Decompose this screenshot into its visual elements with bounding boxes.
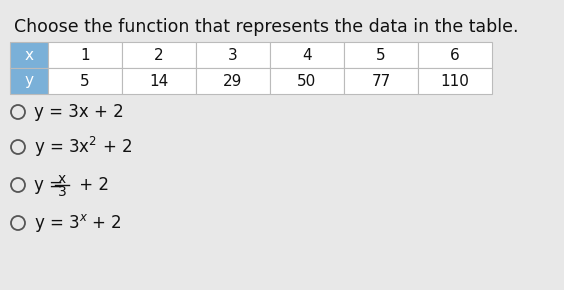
Text: 110: 110 (440, 73, 469, 88)
Text: 50: 50 (297, 73, 316, 88)
FancyBboxPatch shape (196, 42, 270, 68)
Text: 6: 6 (450, 48, 460, 63)
Text: 2: 2 (154, 48, 164, 63)
FancyBboxPatch shape (418, 42, 492, 68)
Text: 5: 5 (376, 48, 386, 63)
Text: 3: 3 (228, 48, 238, 63)
FancyBboxPatch shape (122, 68, 196, 94)
FancyBboxPatch shape (122, 42, 196, 68)
Text: y = 3x$^2$ + 2: y = 3x$^2$ + 2 (34, 135, 133, 159)
Text: y = 3x + 2: y = 3x + 2 (34, 103, 124, 121)
FancyBboxPatch shape (270, 68, 344, 94)
FancyBboxPatch shape (10, 68, 48, 94)
Text: y = 3$^x$ + 2: y = 3$^x$ + 2 (34, 212, 122, 234)
FancyBboxPatch shape (270, 42, 344, 68)
Text: 5: 5 (80, 73, 90, 88)
Text: 29: 29 (223, 73, 243, 88)
Text: 4: 4 (302, 48, 312, 63)
FancyBboxPatch shape (344, 68, 418, 94)
FancyBboxPatch shape (344, 42, 418, 68)
Text: x: x (24, 48, 33, 63)
FancyBboxPatch shape (418, 68, 492, 94)
Text: Choose the function that represents the data in the table.: Choose the function that represents the … (14, 18, 518, 36)
Text: x: x (58, 172, 66, 186)
Text: y: y (24, 73, 33, 88)
FancyBboxPatch shape (48, 42, 122, 68)
Text: 77: 77 (371, 73, 391, 88)
Text: 14: 14 (149, 73, 169, 88)
FancyBboxPatch shape (196, 68, 270, 94)
Text: + 2: + 2 (74, 176, 109, 194)
FancyBboxPatch shape (48, 68, 122, 94)
FancyBboxPatch shape (10, 42, 48, 68)
Text: 3: 3 (58, 185, 67, 199)
Text: 1: 1 (80, 48, 90, 63)
Text: y =: y = (34, 176, 68, 194)
